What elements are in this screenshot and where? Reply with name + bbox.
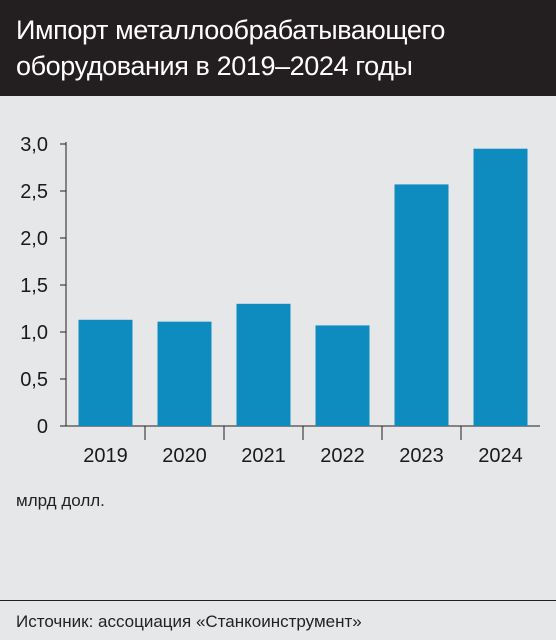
y-tick-label: 0 (37, 416, 48, 438)
x-tick-label: 2023 (399, 445, 444, 467)
y-tick-label: 1,0 (20, 322, 48, 344)
unit-label: млрд долл. (16, 491, 105, 510)
bar-chart: 0 0,5 1,0 1,5 2,0 2,5 3,0 2019 2020 2021 2022 2023 2… (20, 134, 540, 467)
bar-2023 (394, 184, 449, 426)
x-tick-label: 2024 (478, 445, 523, 467)
y-tick-label: 0,5 (20, 369, 48, 391)
chart-title-line-1: Импорт металлообрабатывающего (16, 15, 445, 45)
bar-2020 (157, 321, 212, 426)
bar-2024 (473, 148, 528, 426)
y-tick-label: 3,0 (20, 134, 48, 156)
chart-area: 0 0,5 1,0 1,5 2,0 2,5 3,0 2019 2020 2021 2022 2023 2… (0, 96, 556, 600)
x-tick-label: 2019 (83, 445, 128, 467)
x-tick-label: 2022 (320, 445, 365, 467)
y-tick-label: 2,5 (20, 181, 48, 203)
bar-2019 (78, 319, 133, 426)
bar-2021 (236, 303, 291, 426)
chart-header: Импорт металлообрабатывающего оборудован… (0, 0, 556, 96)
chart-title-line-2: оборудования в 2019–2024 годы (16, 51, 413, 81)
y-tick-label: 2,0 (20, 228, 48, 250)
bar-2022 (315, 325, 370, 426)
x-tick-label: 2021 (241, 445, 286, 467)
footer-divider (0, 600, 556, 601)
x-tick-label: 2020 (162, 445, 207, 467)
y-tick-label: 1,5 (20, 275, 48, 297)
source-note: Источник: ассоциация «Станкоинструмент» (16, 612, 362, 631)
